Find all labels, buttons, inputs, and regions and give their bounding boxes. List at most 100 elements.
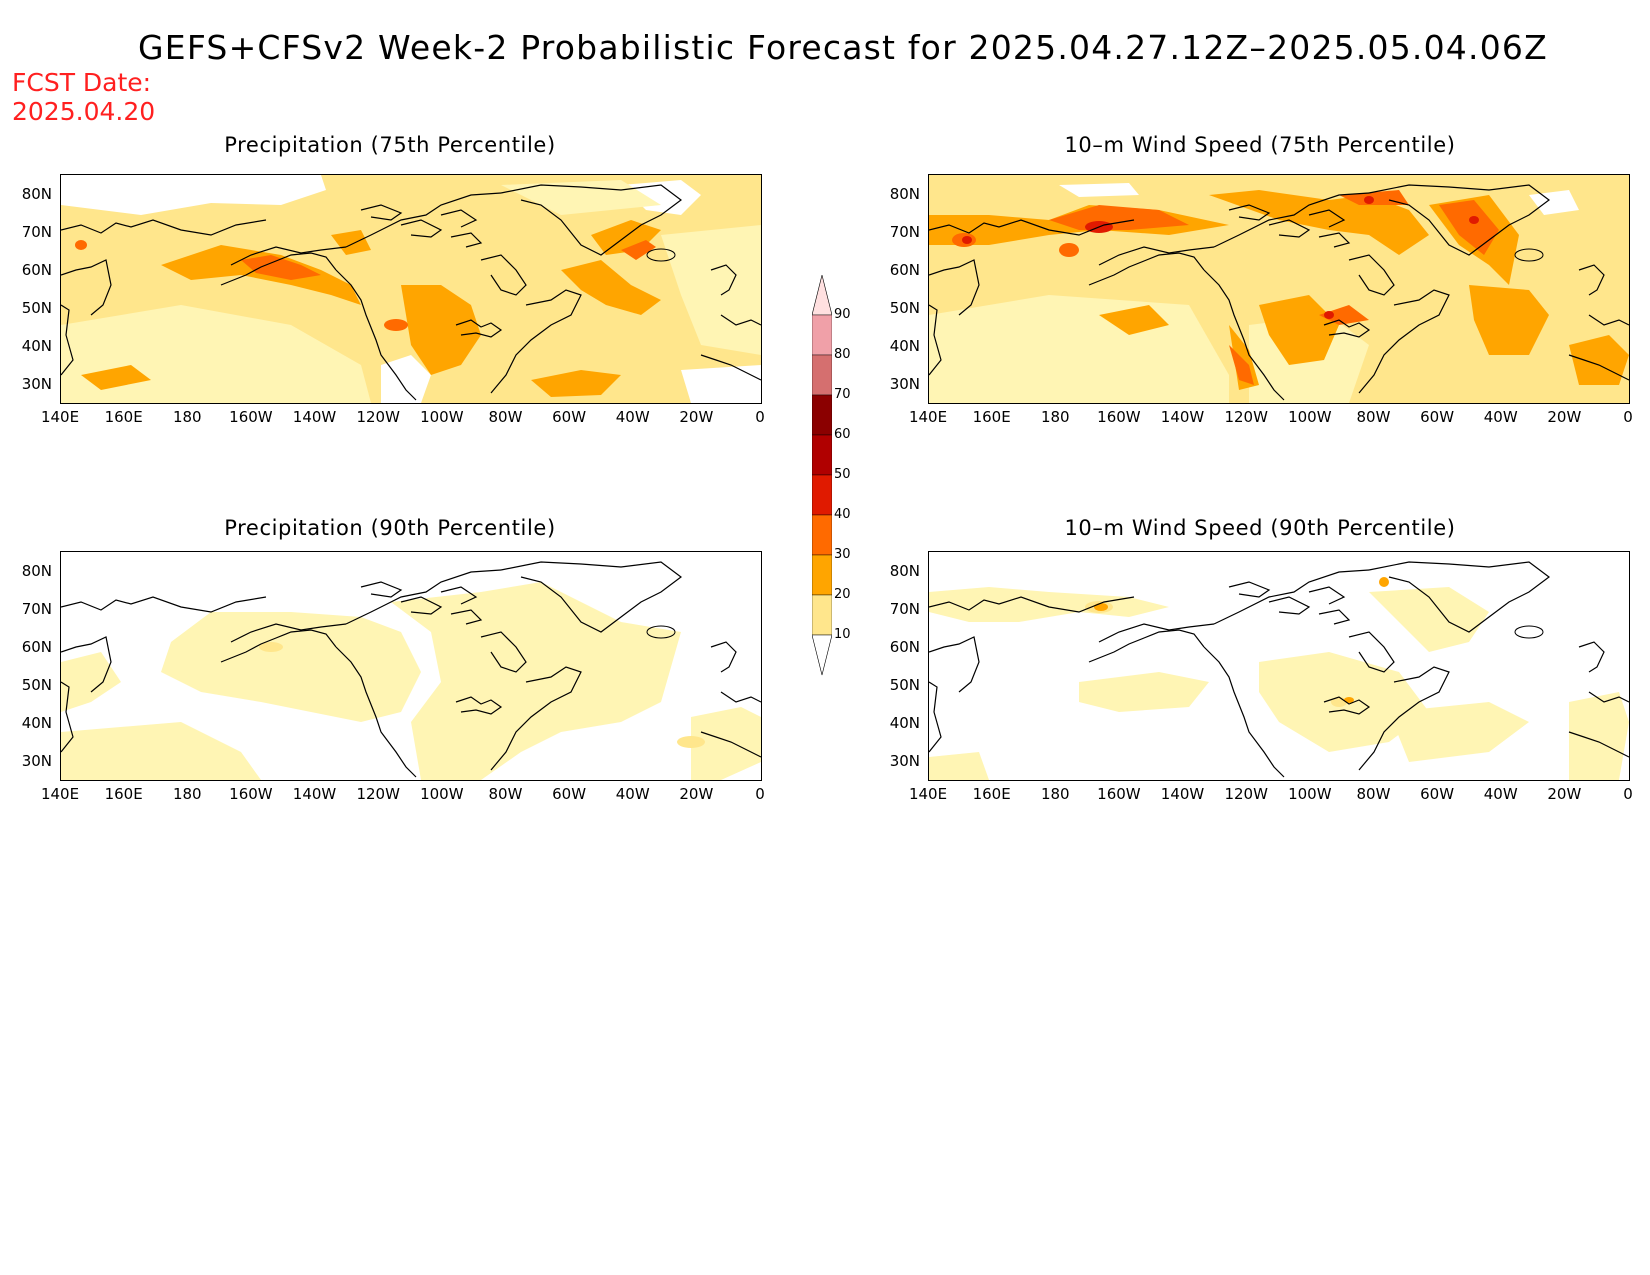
lat-label: 60N [21,638,52,656]
forecast-date: FCST Date: 2025.04.20 [12,68,155,126]
lon-label: 140E [908,408,948,426]
map-wind90 [928,551,1630,781]
field-white [61,175,326,215]
lon-label: 80W [488,408,523,426]
field-shade [1059,243,1079,257]
map-wind75 [928,174,1630,404]
field-shade [1369,587,1489,652]
lon-label: 100W [1288,785,1332,803]
lon-label: 120W [356,408,400,426]
field-shade [691,707,761,780]
panel-title-wind75: 10–m Wind Speed (75th Percentile) [1064,133,1456,157]
lon-label: 20W [1547,408,1582,426]
colorbar-label: 70 [834,387,851,402]
lon-label: 60W [552,785,587,803]
colorbar-label: 10 [834,627,851,642]
panel-title-wind90: 10–m Wind Speed (90th Percentile) [1064,516,1456,540]
lon-label: 160E [104,408,143,426]
lon-label: 180 [1040,785,1070,803]
colorbar-bin [812,554,832,596]
forecast-date-value: 2025.04.20 [12,97,156,126]
lon-label: 100W [420,408,464,426]
lon-label: 140W [1160,785,1205,803]
lon-label: 180 [172,785,202,803]
field-white [1059,183,1139,197]
colorbar-label: 40 [834,507,851,522]
lat-label: 40N [889,714,920,732]
colorbar-bin [812,514,832,556]
lon-label: 0 [1623,408,1633,426]
colorbar-bin [812,314,832,356]
field-shade [1049,205,1189,230]
colorbar-bin [812,594,832,636]
field-shade [1439,200,1499,255]
field-shade [259,642,283,652]
lat-label: 80N [889,185,920,203]
field-shade [75,240,87,250]
field-shade [929,295,1229,403]
lat-label: 60N [889,261,920,279]
field-shade [561,260,661,315]
field-shade [391,582,681,780]
lon-label: 0 [755,408,765,426]
lon-label: 120W [1224,785,1268,803]
field-shade [1344,697,1354,703]
colorbar-bin [812,354,832,396]
lat-label: 80N [889,562,920,580]
field-shade [621,240,656,260]
field-shade [1259,295,1339,365]
lon-label: 80W [488,785,523,803]
lon-label: 160W [1097,785,1141,803]
field-shade [1469,216,1479,224]
lon-label: 140W [292,408,337,426]
main-title: GEFS+CFSv2 Week-2 Probabilistic Forecast… [138,28,1548,67]
lon-label: 120W [356,785,400,803]
colorbar-bin [812,275,832,316]
lon-label: 180 [1040,408,1070,426]
lon-label: 20W [679,408,714,426]
lon-label: 20W [679,785,714,803]
colorbar-bin [812,434,832,476]
colorbar-bin [812,394,832,436]
map-precip75 [60,174,762,404]
lat-label: 30N [21,375,52,393]
colorbar-label: 60 [834,427,851,442]
lon-label: 160E [972,408,1011,426]
field-shade [1229,345,1254,385]
coastline-island [1514,248,1544,262]
field-shade [929,587,1169,622]
field-white [681,365,761,403]
lon-label: 140W [292,785,337,803]
colorbar-label: 90 [834,307,851,322]
lon-label: 40W [1483,785,1518,803]
field-shade [1229,325,1259,390]
lon-label: 80W [1356,785,1391,803]
lon-label: 100W [420,785,464,803]
field-shade [501,180,661,215]
field-shade [1324,311,1334,319]
lat-label: 40N [21,337,52,355]
coastline-island [646,248,676,262]
lat-label: 30N [889,752,920,770]
forecast-date-label: FCST Date: [12,68,152,97]
coastline-island [1514,625,1544,639]
lon-label: 140E [40,785,80,803]
lat-label: 40N [21,714,52,732]
lon-label: 0 [755,785,765,803]
lon-label: 0 [1623,785,1633,803]
lat-label: 70N [889,223,920,241]
field-shade [1469,285,1549,355]
lon-label: 60W [552,408,587,426]
lat-label: 70N [21,600,52,618]
lon-label: 80W [1356,408,1391,426]
lon-label: 100W [1288,408,1332,426]
lat-label: 50N [889,299,920,317]
lon-label: 20W [1547,785,1582,803]
lat-label: 50N [21,676,52,694]
lon-label: 60W [1420,785,1455,803]
lon-label: 160W [1097,408,1141,426]
lat-label: 70N [889,600,920,618]
field-shade [661,225,761,355]
field-shade [1079,672,1209,712]
field-white [1529,190,1579,215]
